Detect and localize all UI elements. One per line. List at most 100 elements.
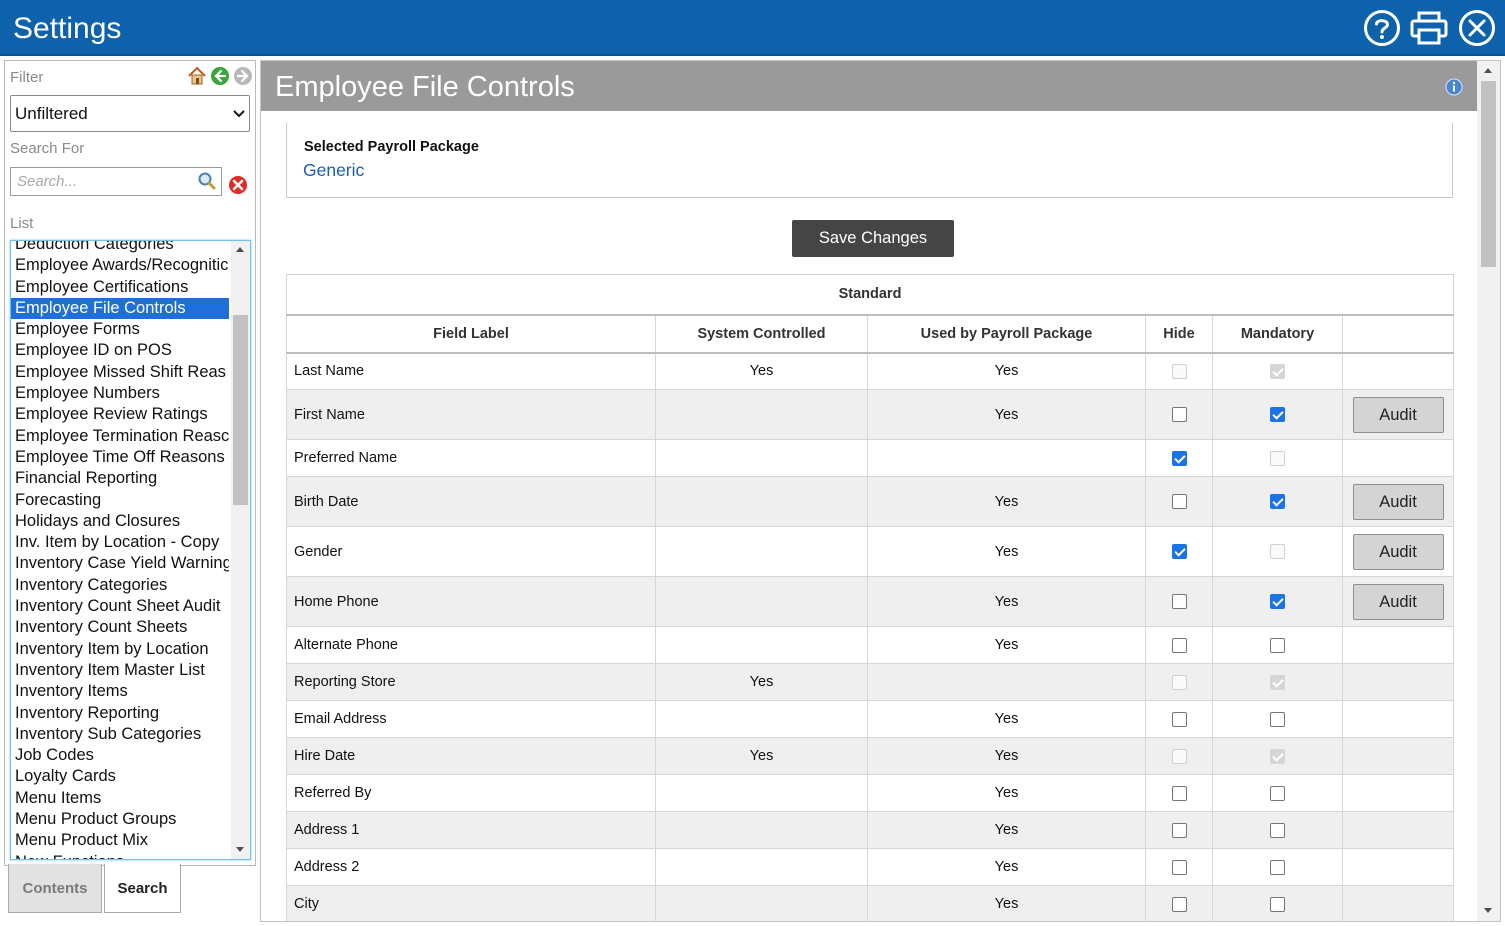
hide-checkbox[interactable] [1171,407,1187,423]
list-item[interactable]: Inventory Categories [15,575,168,594]
mandatory-cell [1212,352,1343,390]
table-row: Alternate Phone Yes [286,626,1455,664]
list-item[interactable]: Inventory Count Sheets [15,618,188,637]
list-item[interactable]: Inventory Items [15,682,128,701]
list-item[interactable]: Menu Product Mix [15,831,148,850]
list-item[interactable]: New Functions [11,852,229,859]
hide-checkbox[interactable] [1171,450,1187,466]
mandatory-checkbox[interactable] [1270,785,1285,801]
list-item[interactable]: Employee Certifications [15,277,189,296]
main-scrollbar[interactable] [1477,61,1500,921]
scroll-up-icon[interactable] [1484,68,1492,73]
list-item[interactable]: Loyalty Cards [15,767,116,786]
list-item[interactable]: Inventory Sub Categories [15,724,202,743]
nav-icons [187,66,253,86]
list-scrollbar[interactable] [231,241,250,859]
search-input[interactable] [15,171,191,192]
list-item[interactable]: Forecasting [15,490,102,509]
list-item[interactable]: Inventory Case Yield Warning [15,554,229,573]
mandatory-checkbox[interactable] [1270,407,1285,423]
search-icon[interactable] [197,171,217,191]
hide-cell [1145,811,1213,849]
home-icon[interactable] [187,66,207,86]
audit-button[interactable]: Audit [1352,583,1444,620]
list-item[interactable]: Employee ID on POS [15,341,172,360]
hide-checkbox[interactable] [1171,544,1187,560]
mandatory-checkbox[interactable] [1270,859,1285,875]
mandatory-checkbox[interactable] [1270,822,1285,838]
hide-checkbox[interactable] [1171,637,1187,653]
list-item[interactable]: Employee Time Off Reasons [15,447,225,466]
scroll-down-icon[interactable] [236,847,244,852]
list-item[interactable]: Employee Termination Reasc [15,426,229,445]
mandatory-checkbox[interactable] [1270,711,1285,727]
payroll-package-cell: Yes [867,476,1146,527]
scroll-up-icon[interactable] [236,247,244,252]
list-scroll-thumb[interactable] [233,315,248,505]
audit-button[interactable]: Audit [1352,483,1444,520]
payroll-package-label: Selected Payroll Package [304,139,479,155]
audit-button[interactable]: Audit [1352,533,1444,570]
list-item[interactable]: Employee Review Ratings [15,405,208,424]
list-item[interactable]: Inv. Item by Location - Copy [15,533,220,552]
filter-select[interactable]: Unfiltered [10,95,250,132]
list-item[interactable]: Holidays and Closures [15,511,181,530]
hide-checkbox[interactable] [1171,711,1187,727]
list-item[interactable]: Employee File Controls [11,297,229,320]
audit-cell [1341,700,1455,738]
list-item[interactable]: Financial Reporting [15,469,158,488]
list-item[interactable]: Inventory Item Master List [15,660,205,679]
list-item[interactable]: Employee Forms [15,320,140,339]
hide-checkbox[interactable] [1171,822,1187,838]
system-controlled-cell: Yes [655,663,868,701]
close-icon[interactable] [1457,8,1497,48]
search-box [10,167,222,196]
table-row: Reporting Store Yes [286,663,1455,701]
back-arrow-icon[interactable] [210,66,230,86]
mandatory-checkbox[interactable] [1270,637,1285,653]
payroll-package-cell: Yes [867,811,1146,849]
mandatory-checkbox [1270,748,1285,764]
mandatory-cell [1212,885,1343,921]
tab-search[interactable]: Search [104,864,181,913]
list-item[interactable]: Inventory Count Sheet Audit [15,597,221,616]
settings-list[interactable]: Deduction Categories Employee Awards/Reco… [10,240,251,860]
main-scroll-thumb[interactable] [1481,81,1496,267]
mandatory-cell [1212,811,1343,849]
mandatory-cell [1212,476,1343,527]
list-item[interactable]: Inventory Item by Location [15,639,209,658]
list-item[interactable]: Inventory Reporting [15,703,159,722]
tab-contents[interactable]: Contents [8,864,102,913]
hide-checkbox[interactable] [1171,494,1187,510]
list-item[interactable]: Menu Items [15,788,102,807]
scroll-down-icon[interactable] [1484,908,1492,913]
hide-checkbox[interactable] [1171,859,1187,875]
list-item[interactable]: Employee Awards/Recognitic [15,256,229,275]
payroll-package-cell: Yes [867,626,1146,664]
table-row: Address 1 Yes [286,811,1455,849]
list-item[interactable]: Deduction Categories [15,240,174,253]
forward-arrow-icon[interactable] [233,66,253,86]
mandatory-cell [1212,737,1343,775]
clear-search-icon[interactable] [228,175,248,195]
hide-checkbox[interactable] [1171,785,1187,801]
system-controlled-cell [655,811,868,849]
audit-cell: Audit [1341,526,1455,577]
mandatory-checkbox[interactable] [1270,896,1285,912]
system-controlled-cell [655,885,868,921]
mandatory-checkbox[interactable] [1270,594,1285,610]
save-changes-button[interactable]: Save Changes [792,220,954,257]
list-item[interactable]: Menu Product Groups [15,810,177,829]
hide-checkbox[interactable] [1171,594,1187,610]
system-controlled-cell: Yes [655,737,868,775]
list-item[interactable]: Employee Numbers [15,384,160,403]
hide-checkbox[interactable] [1171,896,1187,912]
list-item[interactable]: Employee Missed Shift Reas [15,362,226,381]
print-icon[interactable] [1409,8,1449,48]
list-item[interactable]: Job Codes [15,746,94,765]
help-icon[interactable] [1362,8,1402,48]
info-icon[interactable] [1445,78,1463,96]
mandatory-checkbox[interactable] [1270,494,1285,510]
audit-button[interactable]: Audit [1352,396,1444,433]
payroll-package-cell: Yes [867,389,1146,440]
